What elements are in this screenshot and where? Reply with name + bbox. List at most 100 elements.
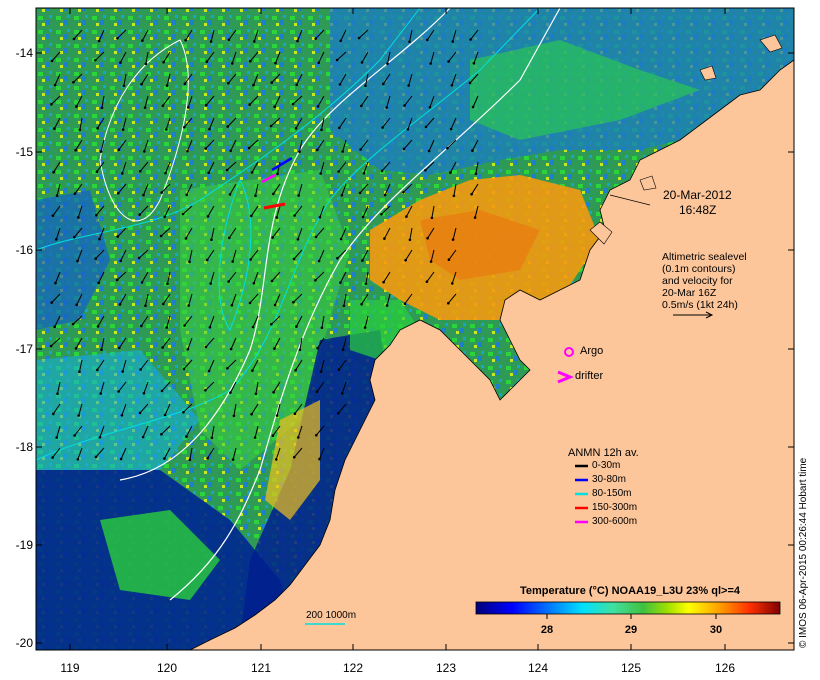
velocity-arrow-head	[144, 62, 148, 66]
velocity-arrow	[293, 249, 303, 260]
velocity-arrow-head	[72, 37, 76, 41]
velocity-arrow-head	[51, 456, 54, 459]
map-frame	[35, 7, 795, 651]
velocity-arrow-head	[205, 60, 209, 63]
velocity-arrow	[365, 271, 369, 284]
velocity-arrow-head	[72, 81, 75, 84]
velocity-arrow	[292, 95, 303, 105]
velocity-arrow-head	[204, 345, 208, 349]
velocity-arrow-head	[141, 39, 144, 42]
y-tick-label: -15	[15, 145, 33, 159]
velocity-arrow-head	[405, 215, 408, 218]
velocity-arrow-head	[140, 281, 144, 284]
velocity-arrow	[96, 161, 105, 172]
velocity-arrow-head	[206, 258, 209, 262]
velocity-arrow-head	[96, 368, 99, 372]
velocity-arrow	[249, 51, 259, 62]
velocity-arrow	[145, 51, 149, 64]
velocity-arrow	[271, 315, 281, 325]
x-tick-label: 122	[342, 661, 364, 675]
velocity-arrow-head	[207, 171, 210, 175]
velocity-arrow	[185, 425, 193, 437]
velocity-arrow	[315, 271, 325, 281]
velocity-arrow-head	[122, 84, 126, 88]
velocity-arrow	[253, 271, 259, 284]
velocity-arrow	[382, 117, 391, 128]
velocity-arrow-head	[293, 455, 296, 459]
velocity-arrow	[211, 227, 215, 240]
velocity-arrow	[404, 293, 413, 304]
velocity-arrow-head	[320, 326, 324, 330]
velocity-arrow	[429, 95, 435, 108]
velocity-arrow-head	[471, 149, 474, 152]
velocity-arrows	[49, 29, 479, 462]
velocity-arrow-head	[271, 236, 274, 239]
velocity-arrow	[116, 271, 127, 281]
velocity-arrow-head	[161, 104, 165, 107]
colorbar-tick-label: 28	[540, 624, 554, 636]
velocity-arrow-head	[314, 279, 317, 282]
velocity-arrow	[119, 293, 127, 305]
velocity-arrow	[145, 293, 149, 306]
velocity-arrow	[207, 447, 215, 459]
velocity-arrow-head	[429, 260, 433, 263]
velocity-arrow	[55, 271, 61, 284]
velocity-arrow-head	[225, 168, 229, 172]
velocity-arrow	[447, 139, 457, 149]
velocity-arrow	[230, 337, 237, 350]
velocity-arrow	[253, 29, 259, 42]
anmn-legend-item: 300-600m	[592, 516, 638, 527]
velocity-arrow	[317, 95, 325, 107]
velocity-arrow-head	[183, 324, 186, 327]
velocity-arrow	[426, 29, 435, 41]
x-tick-label: 125	[620, 661, 642, 675]
velocity-arrow-head	[228, 193, 232, 196]
velocity-arrow	[404, 95, 413, 106]
y-tick-label: -17	[15, 342, 33, 356]
drifter-label: drifter	[575, 370, 604, 382]
velocity-arrow	[470, 29, 479, 40]
velocity-arrow	[54, 315, 61, 328]
velocity-arrow-head	[117, 191, 120, 195]
velocity-arrow-head	[119, 259, 122, 263]
velocity-arrow-head	[451, 40, 455, 43]
velocity-arrow-head	[386, 62, 389, 65]
velocity-arrow-head	[142, 193, 145, 197]
velocity-arrow	[185, 227, 193, 239]
velocity-arrow	[403, 139, 413, 150]
velocity-arrow	[228, 271, 237, 282]
velocity-arrow-head	[50, 301, 53, 304]
velocity-arrow	[473, 51, 479, 64]
velocity-arrow-head	[120, 414, 124, 417]
velocity-arrow	[451, 271, 457, 284]
velocity-arrow	[141, 73, 149, 85]
velocity-arrow-head	[76, 259, 79, 263]
velocity-arrow-head	[208, 127, 211, 131]
velocity-arrow	[228, 29, 237, 40]
velocity-arrow-head	[297, 194, 301, 197]
velocity-arrow-head	[98, 237, 101, 241]
velocity-arrow	[54, 73, 61, 86]
velocity-arrow	[276, 205, 281, 218]
velocity-arrow	[471, 183, 479, 195]
velocity-arrow	[430, 249, 435, 262]
altimetry-line: and velocity for	[662, 275, 733, 287]
velocity-arrow	[229, 183, 237, 195]
velocity-arrow-head	[229, 347, 233, 351]
velocity-arrow	[249, 95, 259, 105]
velocity-arrow-head	[139, 169, 142, 173]
velocity-arrow-head	[297, 436, 300, 439]
velocity-arrow-head	[273, 347, 276, 350]
velocity-arrow-head	[315, 390, 319, 394]
velocity-arrow	[51, 293, 61, 303]
velocity-arrow-head	[143, 106, 147, 109]
velocity-arrow	[227, 117, 237, 127]
velocity-arrow	[447, 293, 457, 304]
velocity-arrow-head	[229, 391, 232, 394]
velocity-arrow-head	[270, 323, 273, 326]
velocity-arrow-head	[208, 326, 212, 329]
velocity-arrow	[139, 161, 149, 172]
velocity-arrow-head	[73, 235, 76, 239]
velocity-arrow-head	[139, 368, 142, 371]
